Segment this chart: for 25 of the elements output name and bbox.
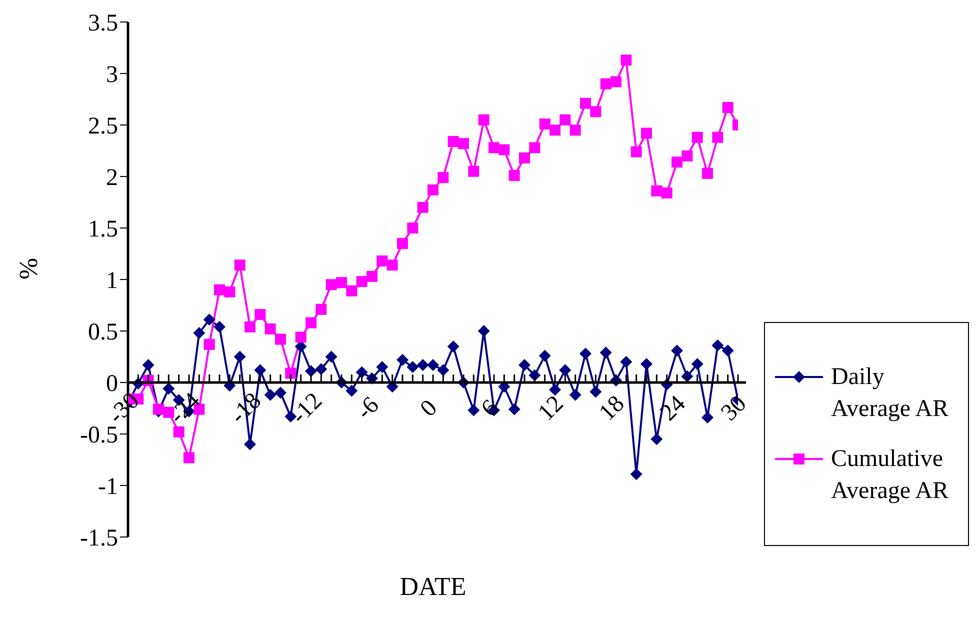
x-tick-label: 24 <box>655 390 691 426</box>
y-tick-label: 1 <box>106 268 118 294</box>
legend-label: Daily Average AR <box>831 363 950 424</box>
x-tick-label: 30 <box>716 390 752 426</box>
x-tick-label: -24 <box>164 388 206 430</box>
x-tick-label: -18 <box>225 388 267 430</box>
x-tick-label: 6 <box>476 395 504 422</box>
x-tick-label: 12 <box>533 390 569 426</box>
x-axis-title: DATE <box>400 572 466 601</box>
y-tick-label: 2.5 <box>88 114 118 140</box>
y-tick-label: 3 <box>106 62 118 88</box>
y-tick-label: 0.5 <box>88 320 118 346</box>
y-tick-label: 1.5 <box>88 216 118 243</box>
legend-label: Cumulative Average AR <box>831 445 950 506</box>
y-tick-label: 2 <box>106 165 118 192</box>
y-tick-label: 3.5 <box>88 10 118 37</box>
y-axis-title: % <box>14 258 44 280</box>
x-tick-label: 18 <box>594 390 630 426</box>
y-tick-label: -1 <box>98 474 118 500</box>
x-tick-label: 0 <box>416 395 442 422</box>
x-tick-label: -12 <box>286 388 328 430</box>
y-tick-label: -1.5 <box>80 526 118 552</box>
y-tick-label: -0.5 <box>80 422 118 449</box>
y-tick-label: 0 <box>106 371 118 398</box>
x-tick-label: -6 <box>352 392 384 425</box>
